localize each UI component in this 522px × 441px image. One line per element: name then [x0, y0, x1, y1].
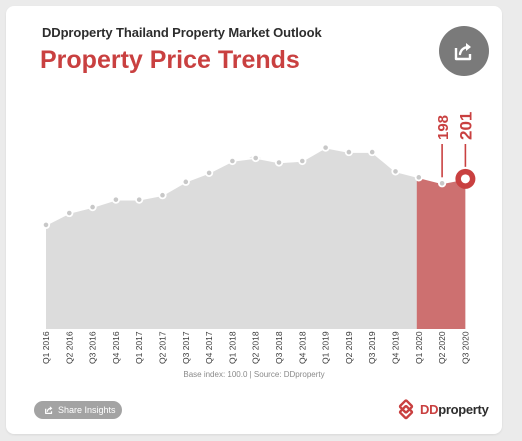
annotation-leaders	[441, 144, 467, 178]
area-fill	[46, 147, 466, 329]
data-point[interactable]	[41, 220, 51, 230]
x-tick-label: Q4 2016	[111, 331, 121, 364]
x-tick-label: Q2 2017	[158, 331, 168, 364]
x-tick-label: Q1 2020	[414, 331, 424, 364]
logo-wordmark: DDproperty	[420, 402, 489, 417]
data-point[interactable]	[181, 177, 190, 186]
data-point[interactable]	[228, 156, 237, 166]
chart-card: DDproperty Thailand Property Market Outl…	[6, 6, 502, 434]
x-tick-label: Q3 2017	[181, 331, 191, 364]
data-point[interactable]	[205, 168, 214, 177]
x-tick-label: Q2 2016	[64, 331, 74, 364]
chart-title: Property Price Trends	[40, 46, 300, 74]
annotation-labels: 198 201	[435, 112, 475, 140]
share-button[interactable]	[439, 26, 489, 76]
x-tick-label: Q1 2018	[227, 331, 237, 364]
share-icon	[454, 43, 472, 61]
chart-source-note: Base index: 100.0 | Source: DDproperty	[183, 370, 325, 379]
x-tick-label: Q2 2019	[344, 331, 354, 364]
x-tick-label: Q1 2017	[134, 331, 144, 364]
x-tick-label: Q3 2018	[274, 331, 284, 364]
data-point[interactable]	[158, 191, 167, 200]
x-tick-label: Q3 2016	[88, 331, 98, 364]
ddproperty-logo[interactable]: DDproperty	[394, 397, 494, 423]
x-tick-label: Q4 2017	[204, 331, 214, 364]
data-point-highlight-center	[460, 174, 470, 184]
x-tick-label: Q3 2019	[367, 331, 377, 364]
data-point[interactable]	[414, 173, 423, 182]
chart-subtitle: DDproperty Thailand Property Market Outl…	[42, 25, 322, 40]
annotation-label: 198	[435, 115, 452, 140]
x-tick-label: Q4 2018	[297, 331, 307, 364]
data-point[interactable]	[437, 179, 447, 188]
x-tick-label: Q2 2018	[251, 331, 261, 364]
share-insights-button[interactable]: Share Insights	[34, 401, 122, 419]
data-point[interactable]	[368, 147, 377, 157]
data-point[interactable]	[344, 147, 353, 157]
annotation-label: 201	[456, 112, 475, 140]
ddproperty-logo-icon	[398, 399, 414, 420]
data-point[interactable]	[135, 195, 144, 204]
x-axis-labels: Q1 2016 Q2 2016 Q3 2016 Q4 2016 Q1 2017 Q2 20…	[41, 331, 470, 364]
data-point[interactable]	[321, 143, 330, 152]
x-tick-label: Q1 2019	[321, 331, 331, 364]
share-insights-label: Share Insights	[58, 405, 116, 415]
share-icon	[45, 406, 53, 414]
data-points	[41, 143, 476, 230]
x-tick-label: Q2 2020	[437, 331, 447, 364]
x-tick-label: Q4 2019	[391, 331, 401, 364]
data-point[interactable]	[251, 153, 260, 163]
price-trend-chart: 198 201 Q1 2016 Q2 2016 Q3 2016 Q4 2016 Q1 20…	[41, 112, 476, 364]
data-point[interactable]	[65, 208, 74, 218]
data-point[interactable]	[111, 195, 121, 204]
x-tick-label: Q3 2020	[460, 331, 470, 364]
data-point[interactable]	[391, 167, 400, 176]
data-point[interactable]	[298, 156, 307, 166]
x-tick-label: Q1 2016	[41, 331, 51, 364]
data-point[interactable]	[274, 158, 284, 167]
data-point[interactable]	[88, 202, 97, 212]
